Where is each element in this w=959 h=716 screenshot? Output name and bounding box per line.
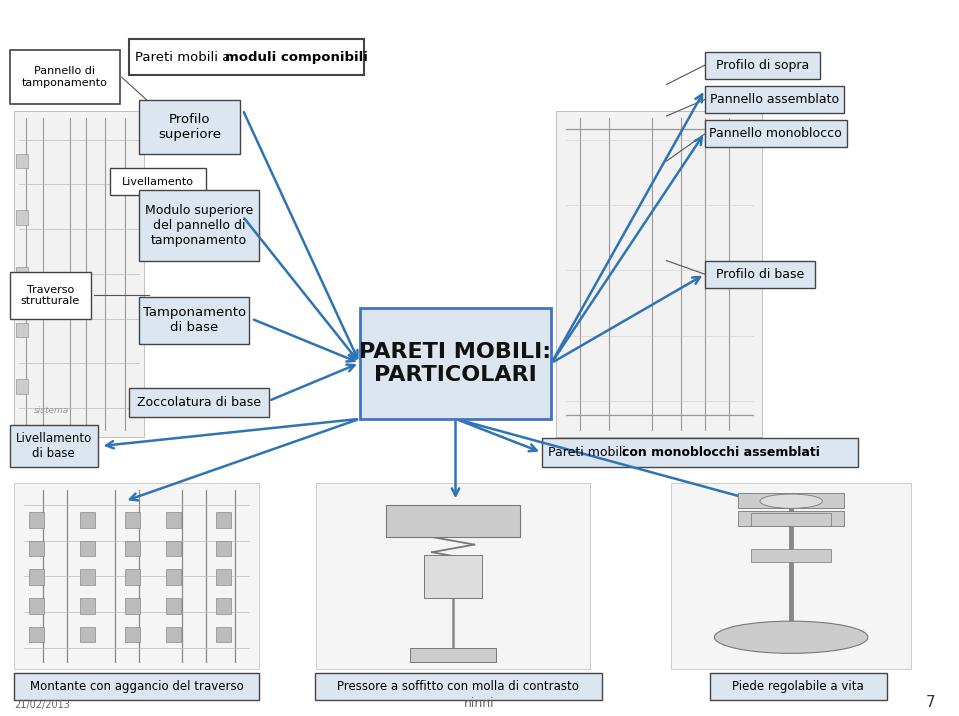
- Bar: [125, 512, 140, 528]
- Bar: [80, 569, 95, 585]
- Bar: [80, 541, 95, 556]
- Bar: [751, 513, 831, 526]
- Bar: [29, 626, 44, 642]
- FancyBboxPatch shape: [705, 120, 847, 147]
- Bar: [125, 541, 140, 556]
- Bar: [751, 549, 831, 562]
- Bar: [16, 211, 28, 225]
- Bar: [29, 569, 44, 585]
- FancyBboxPatch shape: [705, 86, 844, 113]
- Bar: [125, 598, 140, 614]
- Text: Pannello di
tamponamento: Pannello di tamponamento: [22, 66, 107, 88]
- Text: PARETI MOBILI:
PARTICOLARI: PARETI MOBILI: PARTICOLARI: [360, 342, 551, 385]
- FancyBboxPatch shape: [10, 425, 98, 467]
- Text: Montante con aggancio del traverso: Montante con aggancio del traverso: [30, 680, 244, 693]
- FancyBboxPatch shape: [315, 673, 602, 700]
- FancyBboxPatch shape: [10, 50, 120, 104]
- Text: Profilo
superiore: Profilo superiore: [158, 113, 221, 141]
- Text: Livellamento
di base: Livellamento di base: [15, 432, 92, 460]
- Text: Livellamento: Livellamento: [122, 177, 195, 187]
- Bar: [125, 569, 140, 585]
- FancyBboxPatch shape: [705, 261, 815, 288]
- FancyBboxPatch shape: [671, 483, 911, 669]
- Bar: [216, 512, 231, 528]
- Text: Pressore a soffitto con molla di contrasto: Pressore a soffitto con molla di contras…: [338, 680, 579, 693]
- Text: 21/02/2013: 21/02/2013: [14, 700, 70, 710]
- Bar: [29, 541, 44, 556]
- Bar: [166, 569, 181, 585]
- Bar: [216, 541, 231, 556]
- Bar: [424, 555, 481, 598]
- FancyBboxPatch shape: [129, 388, 269, 417]
- Bar: [29, 512, 44, 528]
- Bar: [16, 154, 28, 168]
- Text: Pannello assemblato: Pannello assemblato: [710, 93, 839, 106]
- Text: moduli componibili: moduli componibili: [225, 51, 367, 64]
- Text: sistema: sistema: [34, 406, 69, 415]
- Bar: [166, 598, 181, 614]
- Text: ninni: ninni: [464, 697, 495, 710]
- Text: Modulo superiore
del pannello di
tamponamento: Modulo superiore del pannello di tampona…: [145, 204, 253, 247]
- FancyBboxPatch shape: [14, 483, 259, 669]
- FancyBboxPatch shape: [110, 168, 206, 195]
- Bar: [16, 379, 28, 394]
- Bar: [216, 626, 231, 642]
- FancyBboxPatch shape: [129, 39, 364, 75]
- Ellipse shape: [760, 494, 823, 508]
- FancyBboxPatch shape: [316, 483, 590, 669]
- Bar: [16, 266, 28, 281]
- Text: 7: 7: [925, 695, 935, 710]
- Text: Piede regolabile a vita: Piede regolabile a vita: [733, 680, 864, 693]
- Bar: [738, 493, 844, 508]
- Bar: [216, 598, 231, 614]
- Bar: [410, 648, 497, 662]
- Bar: [386, 505, 520, 537]
- Bar: [216, 569, 231, 585]
- Bar: [80, 512, 95, 528]
- Bar: [166, 626, 181, 642]
- Bar: [738, 511, 844, 526]
- FancyBboxPatch shape: [139, 190, 259, 261]
- Text: con monoblocchi assemblati: con monoblocchi assemblati: [622, 446, 820, 459]
- FancyBboxPatch shape: [10, 272, 91, 319]
- Bar: [16, 323, 28, 337]
- FancyBboxPatch shape: [14, 673, 259, 700]
- Ellipse shape: [714, 621, 868, 653]
- Bar: [125, 626, 140, 642]
- Text: Profilo di base: Profilo di base: [715, 268, 805, 281]
- Text: Zoccolatura di base: Zoccolatura di base: [137, 396, 261, 409]
- Text: Pannello monoblocco: Pannello monoblocco: [710, 127, 842, 140]
- FancyBboxPatch shape: [139, 297, 249, 344]
- FancyBboxPatch shape: [710, 673, 887, 700]
- Text: Profilo di sopra: Profilo di sopra: [715, 59, 809, 72]
- FancyBboxPatch shape: [360, 308, 551, 419]
- Bar: [166, 541, 181, 556]
- Text: Pareti mobili a: Pareti mobili a: [135, 51, 235, 64]
- Bar: [80, 598, 95, 614]
- FancyBboxPatch shape: [14, 111, 144, 437]
- Bar: [166, 512, 181, 528]
- Bar: [29, 598, 44, 614]
- FancyBboxPatch shape: [139, 100, 240, 154]
- FancyBboxPatch shape: [542, 438, 858, 467]
- FancyBboxPatch shape: [705, 52, 820, 79]
- Text: Pareti mobili: Pareti mobili: [548, 446, 629, 459]
- Text: Tamponamento
di base: Tamponamento di base: [143, 306, 246, 334]
- FancyBboxPatch shape: [556, 111, 762, 437]
- Bar: [80, 626, 95, 642]
- Text: Traverso
strutturale: Traverso strutturale: [21, 284, 80, 306]
